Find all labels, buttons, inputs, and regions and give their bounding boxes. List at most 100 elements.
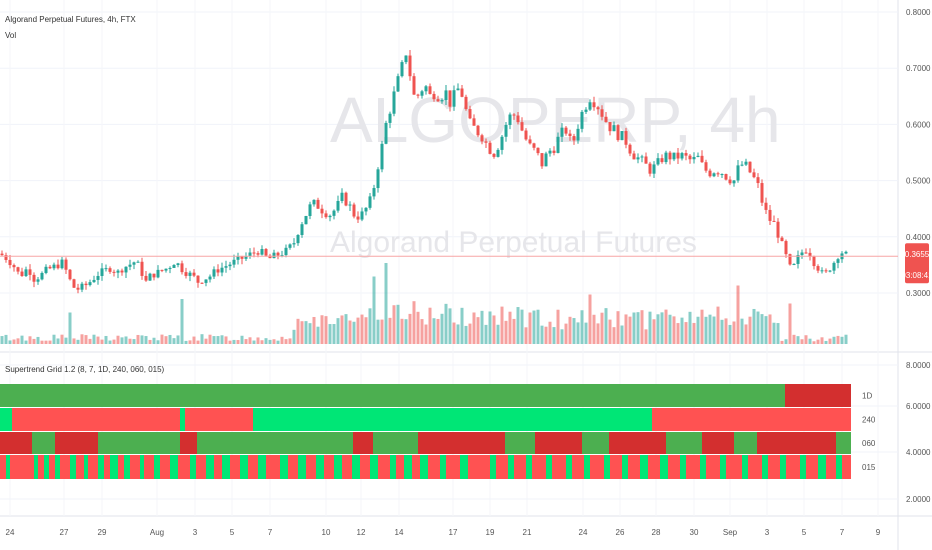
candle-body <box>28 269 32 275</box>
candle-body <box>412 76 416 95</box>
volume-bar <box>840 336 844 344</box>
watermark-name: Algorand Perpetual Futures <box>330 226 697 259</box>
volume-bar <box>700 309 704 344</box>
candle-body <box>620 131 624 141</box>
volume-bar <box>516 307 520 344</box>
grid-cell <box>180 408 185 431</box>
candle-body <box>168 267 172 269</box>
volume-bar <box>0 336 4 344</box>
price-tick-label: 0.8000 <box>906 8 931 17</box>
time-tick-label: Aug <box>150 528 164 537</box>
grid-cell <box>418 432 505 454</box>
candle-body <box>632 153 636 160</box>
volume-legend[interactable]: Vol <box>5 31 16 40</box>
candle-body <box>764 202 768 210</box>
volume-bar <box>308 323 312 344</box>
price-badge-countdown: 03:08:41 <box>901 271 932 280</box>
grid-cell <box>0 408 12 431</box>
volume-bar <box>692 322 696 344</box>
volume-bar <box>368 308 372 344</box>
volume-bar <box>348 320 352 344</box>
price-tick-label: 0.3000 <box>906 289 931 298</box>
grid-cell <box>680 455 686 479</box>
candle-body <box>468 109 472 119</box>
candle-body <box>232 259 236 265</box>
volume-bar <box>628 316 632 344</box>
candle-body <box>252 252 256 254</box>
candle-body <box>744 161 748 165</box>
grid-cell <box>726 455 742 479</box>
grid-row-label: 060 <box>862 439 876 448</box>
grid-cell <box>535 432 582 454</box>
candle-body <box>180 263 184 273</box>
candle-body <box>552 150 556 153</box>
candle-body <box>704 162 708 171</box>
volume-bar <box>216 336 220 344</box>
volume-bar <box>844 334 848 344</box>
time-tick-label: Sep <box>723 528 738 537</box>
candle-body <box>724 174 728 180</box>
candle-body <box>488 142 492 154</box>
grid-cell <box>316 455 324 479</box>
grid-row-label: 1D <box>862 392 872 401</box>
candle-body <box>60 259 64 269</box>
candle-body <box>608 122 612 132</box>
volume-bar <box>244 339 248 344</box>
candle-body <box>544 153 548 167</box>
candle-body <box>700 155 704 163</box>
candle-body <box>220 267 224 273</box>
grid-cell <box>378 455 390 479</box>
volume-bar <box>536 309 540 344</box>
candle-body <box>56 264 60 269</box>
volume-bar <box>204 338 208 344</box>
candle-body <box>528 139 532 144</box>
indicator-legend[interactable]: Supertrend Grid 1.2 (8, 7, 1D, 240, 060,… <box>5 365 165 374</box>
volume-bar <box>732 321 736 344</box>
candle-body <box>616 125 620 141</box>
volume-bar <box>48 340 52 344</box>
volume-bar <box>608 319 612 344</box>
grid-cell <box>768 455 780 479</box>
volume-bar <box>772 322 776 344</box>
volume-bar <box>76 339 80 344</box>
volume-bar <box>152 337 156 344</box>
candle-body <box>460 88 464 97</box>
candle-body <box>420 91 424 96</box>
candle-body <box>480 135 484 142</box>
grid-cell <box>306 455 316 479</box>
symbol-legend[interactable]: Algorand Perpetual Futures, 4h, FTX <box>5 15 136 24</box>
time-tick-label: 19 <box>486 528 495 537</box>
time-tick-label: 3 <box>765 528 770 537</box>
grid-cell <box>786 455 800 479</box>
grid-cell <box>660 455 668 479</box>
candle-body <box>96 275 100 280</box>
candle-body <box>720 174 724 176</box>
candle-body <box>368 196 372 208</box>
candle-body <box>16 267 20 272</box>
candle-body <box>156 269 160 278</box>
supertrend-grid <box>0 384 851 479</box>
candle-body <box>288 244 292 248</box>
candle-body <box>708 170 712 177</box>
volume-bar <box>592 314 596 344</box>
volume-bar <box>156 340 160 344</box>
volume-bar <box>496 324 500 344</box>
candle-body <box>396 76 400 92</box>
candle-body <box>564 127 568 134</box>
volume-bar <box>668 314 672 344</box>
volume-bar <box>560 329 564 344</box>
grid-cell <box>60 455 70 479</box>
candle-body <box>356 216 360 220</box>
volume-bar <box>28 336 32 344</box>
volume-bar <box>660 312 664 344</box>
grid-cell <box>702 432 734 454</box>
grid-cell <box>706 455 720 479</box>
candle-body <box>32 274 36 282</box>
candle-body <box>284 247 288 256</box>
grid-cell <box>648 455 660 479</box>
candle-body <box>464 96 468 110</box>
candle-body <box>504 124 508 137</box>
volume-bar <box>572 318 576 344</box>
candle-body <box>820 270 824 272</box>
candle-body <box>136 261 140 263</box>
